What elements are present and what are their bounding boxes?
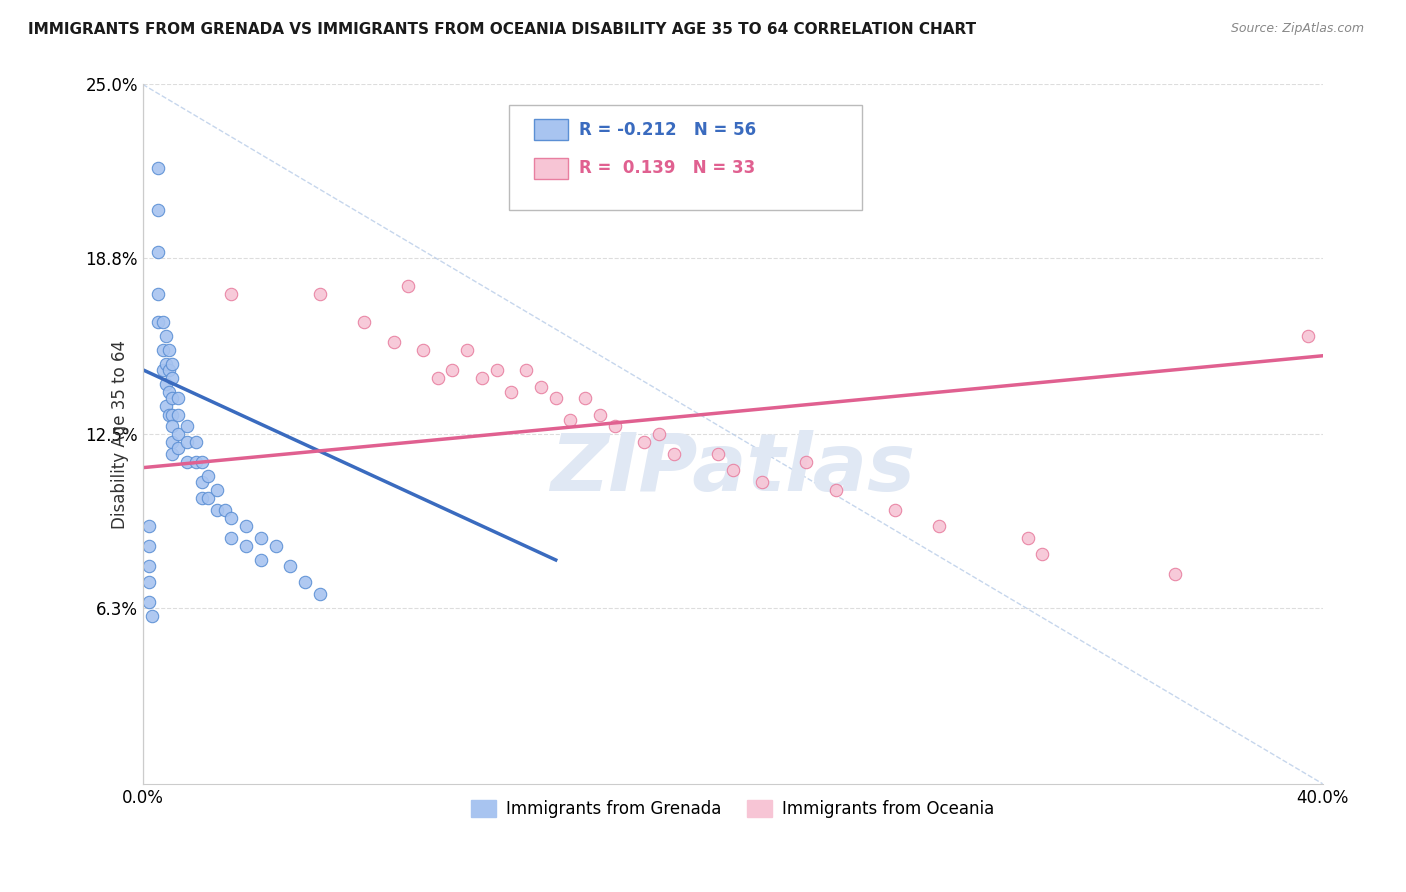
Bar — [534, 120, 568, 140]
Text: R =  0.139   N = 33: R = 0.139 N = 33 — [579, 160, 755, 178]
Point — [146, 287, 169, 301]
Point — [456, 343, 478, 358]
Text: R = -0.212   N = 56: R = -0.212 N = 56 — [579, 121, 756, 139]
Point — [197, 469, 219, 483]
Point — [294, 575, 316, 590]
Point — [162, 447, 184, 461]
Point — [176, 455, 198, 469]
Point — [796, 455, 818, 469]
Point — [184, 435, 207, 450]
Point — [235, 519, 257, 533]
Point — [138, 539, 160, 553]
Point — [205, 502, 228, 516]
Point — [219, 511, 242, 525]
Point — [157, 408, 180, 422]
Text: ZIPatlas: ZIPatlas — [550, 430, 915, 508]
Point — [707, 447, 730, 461]
Point — [152, 343, 174, 358]
Point — [235, 539, 257, 553]
Legend: Immigrants from Grenada, Immigrants from Oceania: Immigrants from Grenada, Immigrants from… — [465, 793, 1001, 824]
Point — [152, 315, 174, 329]
Point — [264, 539, 287, 553]
Point — [155, 376, 177, 391]
Point — [146, 203, 169, 218]
Point — [146, 315, 169, 329]
Point — [167, 408, 190, 422]
FancyBboxPatch shape — [509, 105, 862, 211]
Point — [138, 558, 160, 573]
Point — [471, 371, 494, 385]
Point — [155, 329, 177, 343]
Point — [1296, 329, 1319, 343]
Point — [138, 575, 160, 590]
Point — [441, 363, 464, 377]
Point — [382, 334, 405, 349]
Point — [176, 418, 198, 433]
Point — [138, 519, 160, 533]
Point — [249, 531, 271, 545]
Point — [176, 435, 198, 450]
Point — [152, 363, 174, 377]
Point — [560, 413, 582, 427]
Point — [426, 371, 449, 385]
Point — [157, 385, 180, 400]
Point — [308, 287, 330, 301]
Text: IMMIGRANTS FROM GRENADA VS IMMIGRANTS FROM OCEANIA DISABILITY AGE 35 TO 64 CORRE: IMMIGRANTS FROM GRENADA VS IMMIGRANTS FR… — [28, 22, 976, 37]
Point — [396, 278, 419, 293]
Point — [278, 558, 301, 573]
Point — [191, 491, 214, 506]
Point — [184, 455, 207, 469]
Point — [603, 418, 626, 433]
Point — [412, 343, 434, 358]
Point — [530, 379, 553, 393]
Point — [1017, 531, 1039, 545]
Point — [825, 483, 848, 497]
Point — [219, 531, 242, 545]
Point — [162, 357, 184, 371]
Point — [162, 435, 184, 450]
Point — [589, 408, 612, 422]
Point — [515, 363, 537, 377]
Point — [157, 363, 180, 377]
Point — [308, 586, 330, 600]
Point — [162, 371, 184, 385]
Point — [884, 502, 907, 516]
Point — [751, 475, 773, 489]
Point — [219, 287, 242, 301]
Point — [353, 315, 375, 329]
Point — [138, 595, 160, 609]
Point — [157, 343, 180, 358]
Point — [191, 455, 214, 469]
Point — [1164, 566, 1187, 581]
Point — [167, 441, 190, 455]
Point — [574, 391, 596, 405]
Point — [146, 245, 169, 260]
Y-axis label: Disability Age 35 to 64: Disability Age 35 to 64 — [111, 340, 129, 529]
Point — [155, 399, 177, 413]
Point — [197, 491, 219, 506]
Point — [1031, 547, 1053, 561]
Point — [146, 161, 169, 176]
Point — [141, 608, 163, 623]
Point — [662, 447, 685, 461]
Point — [721, 463, 744, 477]
Point — [928, 519, 950, 533]
Point — [191, 475, 214, 489]
Point — [162, 408, 184, 422]
Point — [648, 427, 671, 442]
Point — [155, 357, 177, 371]
Point — [167, 427, 190, 442]
Point — [249, 553, 271, 567]
Point — [633, 435, 655, 450]
Point — [485, 363, 508, 377]
Point — [544, 391, 567, 405]
Point — [205, 483, 228, 497]
Point — [162, 391, 184, 405]
Text: Source: ZipAtlas.com: Source: ZipAtlas.com — [1230, 22, 1364, 36]
Point — [214, 502, 236, 516]
Point — [162, 418, 184, 433]
Point — [167, 391, 190, 405]
Point — [501, 385, 523, 400]
Bar — [534, 158, 568, 178]
